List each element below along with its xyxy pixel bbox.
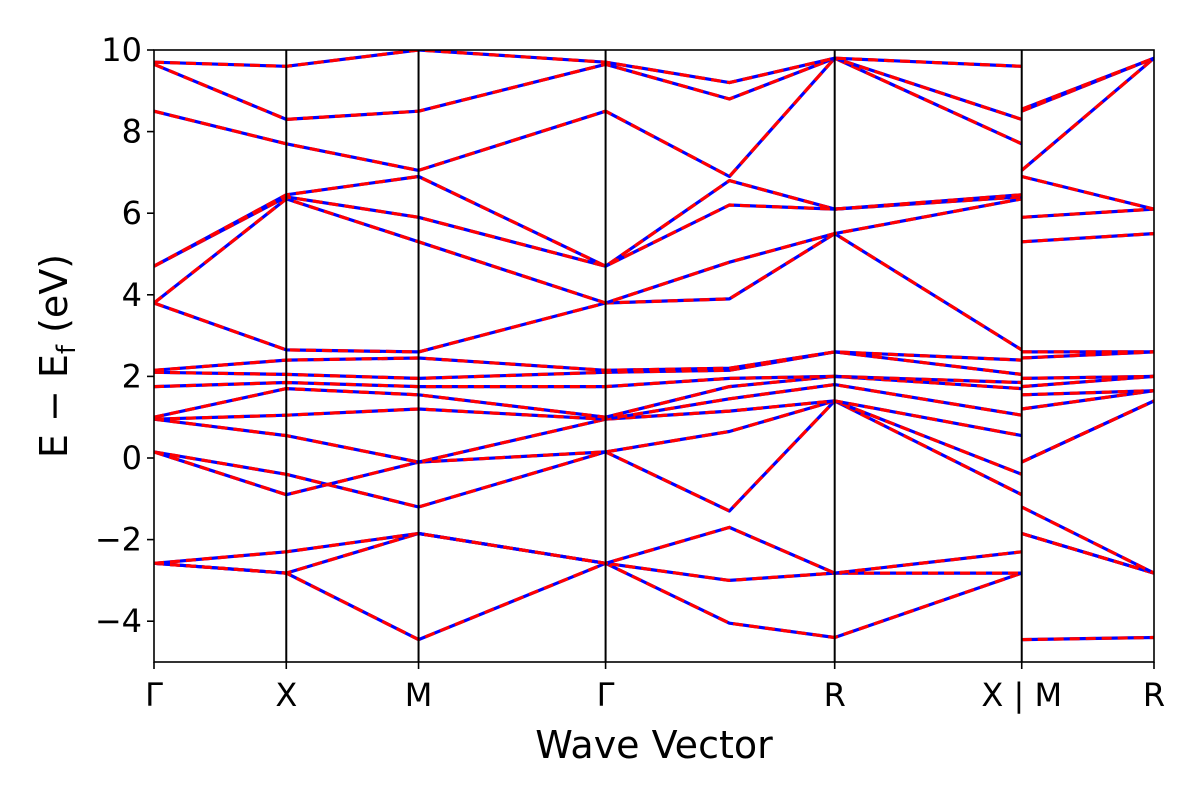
y-axis-label-main: E − E bbox=[32, 354, 76, 458]
band-line-dashed bbox=[1021, 174, 1154, 211]
band-line-dashed bbox=[1021, 374, 1154, 380]
x-tick-label: R bbox=[1143, 676, 1165, 714]
plot-frame bbox=[153, 49, 1155, 663]
y-axis-ticks: −4 −2 0 2 4 6 8 10 bbox=[95, 31, 154, 640]
x-tick-label: X | M bbox=[981, 676, 1062, 714]
x-tick-label: M bbox=[405, 676, 433, 714]
band-line-dashed bbox=[1021, 531, 1154, 575]
band-line-dashed bbox=[1021, 232, 1154, 244]
y-axis-label-unit: (eV) bbox=[32, 254, 76, 345]
y-tick-label: 2 bbox=[122, 357, 142, 395]
y-tick-label: −4 bbox=[95, 602, 142, 640]
band-line-dashed bbox=[1020, 505, 1154, 575]
y-tick-label: 6 bbox=[122, 194, 142, 232]
band-line-dashed bbox=[1021, 389, 1154, 411]
x-axis-label: Wave Vector bbox=[535, 723, 773, 767]
y-tick-label: 10 bbox=[101, 31, 142, 69]
band-line-dashed bbox=[1021, 389, 1154, 397]
band-line-dashed bbox=[1021, 399, 1154, 464]
y-axis-label-sub: f bbox=[52, 344, 82, 354]
x-tick-label: Γ bbox=[597, 676, 615, 714]
y-tick-label: 0 bbox=[122, 439, 142, 477]
x-tick-label: Γ bbox=[145, 676, 163, 714]
y-tick-label: 4 bbox=[122, 276, 142, 314]
band-line-dashed bbox=[1020, 56, 1154, 172]
x-tick-label: X bbox=[275, 676, 297, 714]
y-tick-label: 8 bbox=[122, 113, 142, 151]
band-line-dashed bbox=[1021, 56, 1154, 111]
high-symmetry-lines bbox=[285, 50, 1023, 662]
x-tick-label: R bbox=[824, 676, 846, 714]
y-tick-label: −2 bbox=[95, 521, 142, 559]
y-axis-label: E − Ef (eV) bbox=[32, 254, 82, 458]
band-line-dashed bbox=[1021, 635, 1154, 642]
band-line-dashed bbox=[1021, 207, 1154, 219]
band-line-dashed bbox=[1021, 374, 1154, 389]
band-line-dashed bbox=[1021, 350, 1154, 360]
x-axis-ticks: Γ X M Γ R X | M R bbox=[145, 662, 1165, 714]
